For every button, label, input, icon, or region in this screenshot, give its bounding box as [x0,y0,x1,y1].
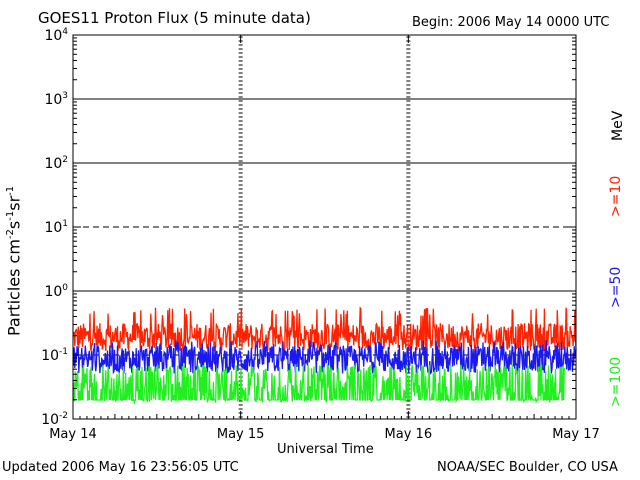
y-tick-label: 104 [44,27,68,44]
legend-unit: MeV [610,110,626,141]
y-tick-label: 103 [44,91,68,108]
begin-time-label: Begin: 2006 May 14 0000 UTC [412,15,610,30]
legend-ge10: >=10 [608,175,624,217]
source-credit: NOAA/SEC Boulder, CO USA [437,460,618,475]
y-tick-label: 100 [44,283,68,300]
y-axis-label: Particles cm-2s-1sr-1 [4,185,24,336]
y-tick-label: 10-1 [41,347,68,364]
y-tick-label: 10-2 [41,411,68,428]
series-line [72,306,577,353]
x-tick-label: May 15 [217,427,265,442]
x-tick-label: May 14 [49,427,97,442]
series-layer [72,306,577,405]
chart-title: GOES11 Proton Flux (5 minute data) [38,9,311,27]
y-tick-label: 101 [44,219,68,236]
x-tick-label: May 17 [552,427,600,442]
legend-ge100: >=100 [608,356,624,407]
series-line [72,340,577,376]
legend-ge50: >=50 [608,266,624,308]
x-tick-label: May 16 [385,427,433,442]
y-tick-label: 102 [44,155,68,172]
updated-timestamp: Updated 2006 May 16 23:56:05 UTC [2,460,239,475]
axes: 10-2 10-1 100 101 102 103 104 May 14 May 15 May 1… [41,27,600,442]
series-line [72,364,565,405]
x-axis-label: Universal Time [277,442,374,457]
